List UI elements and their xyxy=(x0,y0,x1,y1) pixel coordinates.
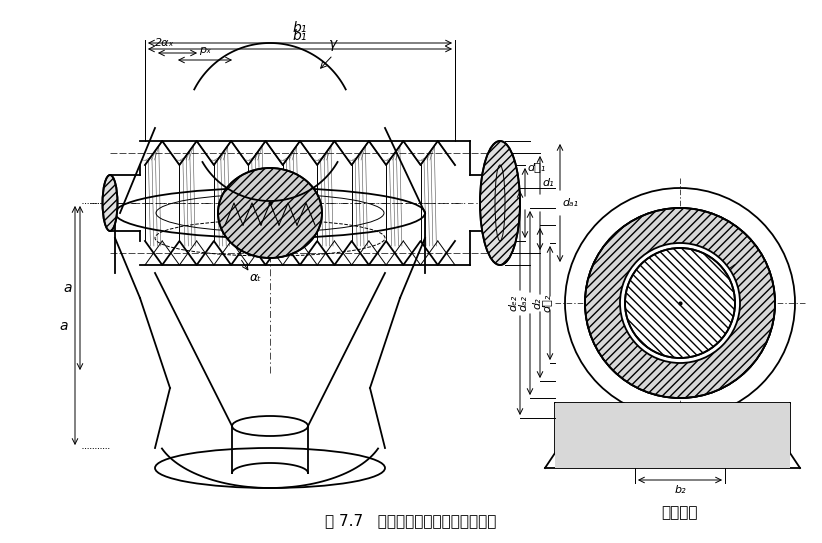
Text: 中间平面: 中间平面 xyxy=(662,506,698,521)
Ellipse shape xyxy=(480,141,520,265)
Text: rᵍ₂: rᵍ₂ xyxy=(700,255,713,265)
Text: θ: θ xyxy=(702,285,709,298)
Text: a: a xyxy=(63,281,72,295)
Text: b₁: b₁ xyxy=(293,29,307,43)
Text: γ: γ xyxy=(329,37,337,51)
Ellipse shape xyxy=(625,248,735,358)
Text: b₂: b₂ xyxy=(674,485,686,495)
Ellipse shape xyxy=(103,175,118,231)
Text: b₁: b₁ xyxy=(293,21,307,35)
Text: pₓ: pₓ xyxy=(199,45,211,55)
Text: d₂: d₂ xyxy=(532,297,542,309)
Text: d₁: d₁ xyxy=(542,178,554,188)
Circle shape xyxy=(620,243,740,363)
Text: d₏₂: d₏₂ xyxy=(542,294,552,312)
Text: 2αₓ: 2αₓ xyxy=(155,38,175,48)
Text: αₜ: αₜ xyxy=(250,271,262,284)
FancyBboxPatch shape xyxy=(555,403,790,468)
Text: d₏₁: d₏₁ xyxy=(527,162,545,172)
Circle shape xyxy=(585,208,775,398)
Text: dₐ₁: dₐ₁ xyxy=(562,198,578,208)
Ellipse shape xyxy=(218,168,322,258)
Text: dₐ₂: dₐ₂ xyxy=(518,295,528,311)
Text: dₑ₂: dₑ₂ xyxy=(508,295,518,311)
Text: 图 7.7   普通圆柱蜗杆传动的几何尺寸: 图 7.7 普通圆柱蜗杆传动的几何尺寸 xyxy=(326,514,496,528)
Text: a: a xyxy=(59,319,68,332)
